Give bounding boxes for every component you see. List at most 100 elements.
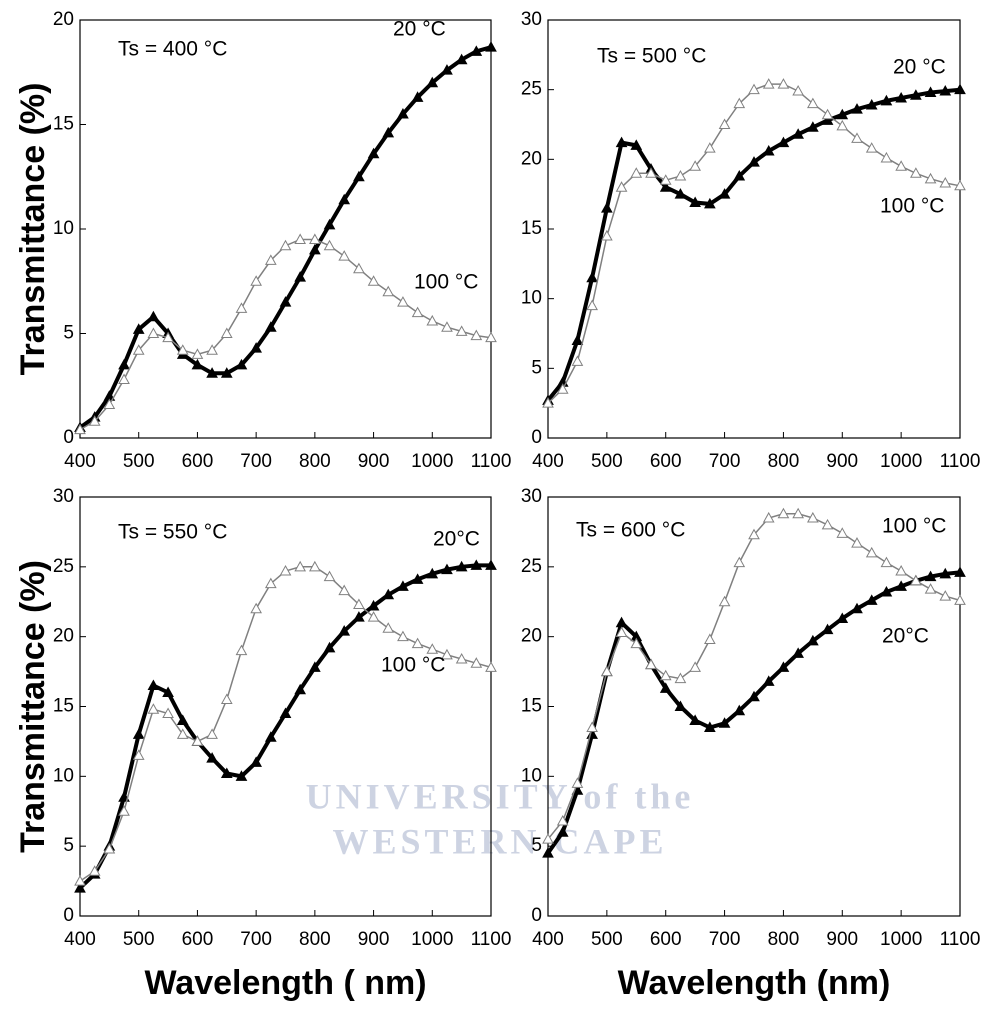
data-point — [411, 573, 424, 584]
data-point — [323, 239, 336, 251]
data-point — [220, 693, 233, 705]
data-point — [162, 707, 174, 718]
data-point — [674, 170, 687, 181]
data-point — [382, 588, 395, 600]
y-tick-label: 20 — [521, 148, 542, 169]
data-point — [733, 97, 746, 109]
data-point — [455, 53, 468, 65]
data-point — [807, 634, 819, 646]
data-point — [309, 661, 321, 672]
data-point — [162, 331, 174, 343]
data-point — [704, 721, 716, 732]
data-point — [659, 181, 672, 192]
x-tick-label: 1100 — [940, 451, 981, 472]
x-axis-title: Wavelength ( nm) — [144, 964, 426, 1002]
y-tick-label: 0 — [531, 905, 542, 926]
data-point — [792, 128, 804, 139]
data-point — [338, 625, 351, 636]
data-point — [880, 556, 893, 568]
data-point — [367, 599, 380, 611]
data-point — [132, 749, 145, 760]
data-point — [762, 144, 775, 156]
x-tick-label: 500 — [591, 929, 623, 950]
data-point — [294, 233, 307, 244]
y-tick-label: 10 — [521, 765, 542, 786]
data-point — [367, 147, 380, 159]
annotation: Ts = 400 °C — [118, 38, 227, 61]
data-point — [733, 704, 746, 716]
data-point — [836, 612, 849, 624]
data-point — [455, 652, 468, 664]
data-point — [309, 233, 321, 244]
data-point — [367, 611, 380, 622]
y-tick-label: 5 — [531, 835, 542, 856]
annotation: Ts = 550 °C — [118, 521, 227, 544]
data-point — [762, 511, 775, 523]
series — [542, 83, 966, 405]
data-point — [762, 78, 775, 89]
data-point — [586, 299, 598, 311]
x-tick-label: 600 — [182, 451, 214, 472]
x-tick-label: 400 — [532, 929, 564, 950]
data-point — [235, 358, 248, 370]
data-point — [615, 616, 628, 628]
data-point — [748, 156, 760, 167]
data-point — [426, 567, 439, 579]
watermark: UNIVERSITY of the — [306, 776, 695, 816]
y-tick-label: 15 — [521, 218, 542, 239]
data-point — [689, 160, 701, 171]
watermark: WESTERN CAPE — [332, 821, 667, 861]
x-tick-label: 600 — [650, 929, 682, 950]
data-point — [250, 342, 262, 353]
x-tick-label: 900 — [826, 451, 858, 472]
x-tick-label: 600 — [182, 929, 214, 950]
data-point — [176, 714, 189, 725]
series — [542, 78, 966, 408]
data-point — [542, 397, 554, 408]
data-point — [382, 126, 395, 138]
data-point — [939, 590, 952, 601]
y-tick-label: 0 — [63, 905, 74, 926]
series — [74, 559, 497, 893]
x-tick-label: 1100 — [471, 929, 512, 950]
data-point — [235, 644, 248, 656]
y-tick-label: 0 — [63, 427, 74, 448]
data-point — [411, 91, 424, 102]
x-tick-label: 1100 — [940, 929, 981, 950]
data-point — [353, 611, 365, 622]
data-point — [441, 648, 453, 660]
data-point — [762, 675, 775, 686]
data-point — [895, 91, 907, 103]
data-point — [792, 85, 804, 96]
data-point — [792, 647, 804, 658]
data-point — [659, 682, 672, 693]
data-point — [689, 196, 701, 208]
series-line — [547, 83, 961, 404]
data-point — [733, 556, 746, 568]
data-point — [615, 136, 628, 148]
data-point — [264, 577, 277, 589]
data-point — [397, 630, 409, 642]
series — [74, 560, 497, 886]
data-point — [689, 661, 701, 672]
series-label: 20°C — [882, 625, 929, 648]
data-point — [220, 767, 233, 779]
data-point — [836, 108, 849, 120]
data-point — [147, 310, 160, 322]
data-point — [954, 566, 966, 577]
data-point — [630, 637, 643, 649]
data-point — [279, 564, 292, 576]
data-point — [470, 559, 483, 570]
data-point — [264, 254, 277, 265]
data-point — [910, 89, 922, 100]
x-tick-label: 900 — [826, 929, 858, 950]
y-tick-label: 15 — [53, 696, 74, 717]
data-point — [836, 119, 849, 131]
series-label: 20°C — [433, 528, 480, 551]
x-tick-label: 800 — [768, 929, 800, 950]
data-point — [674, 672, 687, 684]
data-point — [426, 314, 439, 326]
y-tick-label: 30 — [53, 486, 74, 507]
data-point — [895, 160, 907, 171]
data-point — [718, 188, 731, 199]
